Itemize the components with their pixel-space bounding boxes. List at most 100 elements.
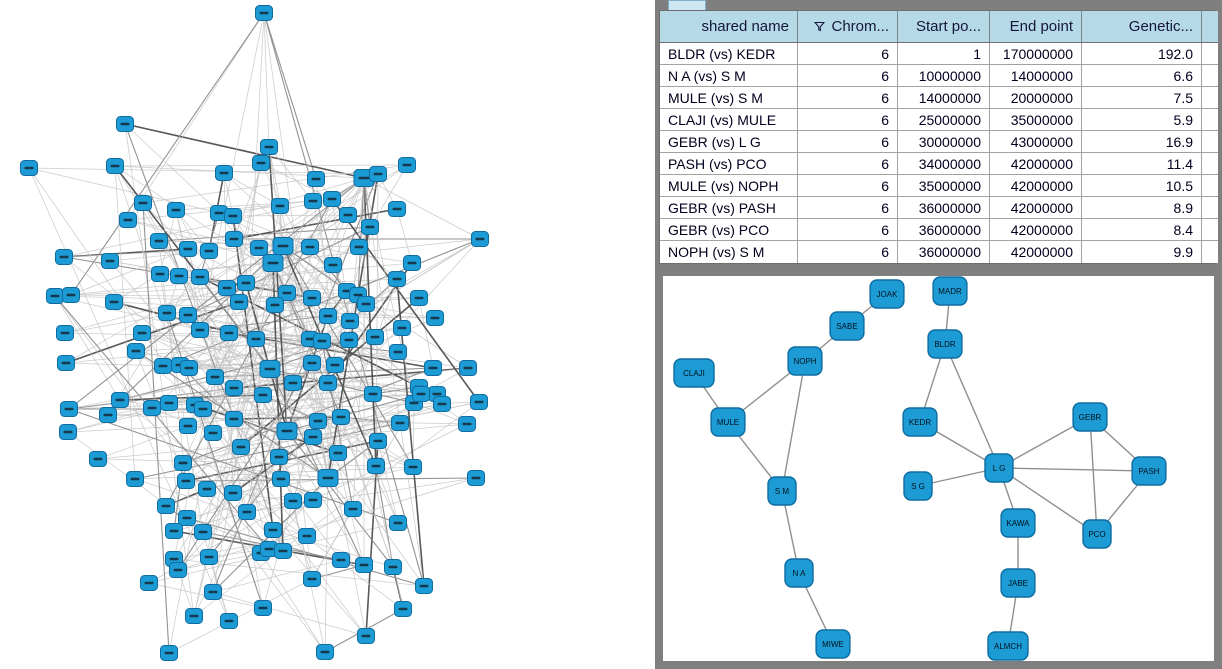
table-cell: 16.9 [1082, 131, 1202, 153]
node-label: SABE [836, 322, 857, 331]
network-node[interactable]: MIWE [815, 629, 851, 659]
node-label-smudge [229, 237, 239, 241]
table-row[interactable]: NOPH (vs) S M 6 36000000 42000000 9.9 [660, 241, 1218, 263]
node-label-smudge [307, 577, 317, 581]
node-label-smudge [282, 291, 292, 295]
network-edge [168, 578, 313, 654]
node-label-smudge [208, 590, 218, 594]
node-label-smudge [348, 507, 358, 511]
node-label-smudge [174, 274, 184, 278]
node-label-smudge [264, 145, 274, 149]
node-label-smudge [130, 477, 140, 481]
node-label-smudge [414, 296, 424, 300]
table-row[interactable]: GEBR (vs) PCO 6 36000000 42000000 8.4 [660, 219, 1218, 241]
table-cell: 36000000 [898, 219, 990, 241]
table-cell: 6 [798, 153, 898, 175]
network-edge[interactable] [998, 467, 1150, 472]
table-row[interactable]: CLAJI (vs) MULE 6 25000000 35000000 5.9 [660, 109, 1218, 131]
network-node[interactable]: N A [784, 558, 814, 588]
network-node[interactable]: JABE [1000, 568, 1036, 598]
network-node[interactable]: NOPH [787, 346, 823, 376]
network-node[interactable]: MULE [710, 407, 746, 437]
column-header-sharedname[interactable]: shared name [660, 11, 798, 43]
network-edge [331, 198, 480, 403]
table-cell: 10000000 [898, 65, 990, 87]
table-row[interactable]: GEBR (vs) PASH 6 36000000 42000000 8.9 [660, 197, 1218, 219]
table-cell-spacer [1202, 131, 1218, 153]
node-label-smudge [24, 166, 34, 170]
network-edge [240, 368, 271, 448]
network-node[interactable]: JOAK [869, 279, 905, 309]
network-node[interactable]: ALMCH [987, 631, 1029, 661]
network-edge [199, 315, 329, 331]
network-node[interactable]: S G [903, 471, 933, 501]
table-row[interactable]: N A (vs) S M 6 10000000 14000000 6.6 [660, 65, 1218, 87]
column-header-chrom[interactable]: Chrom... [798, 11, 898, 43]
network-edge [223, 172, 281, 207]
node-label-smudge [60, 331, 70, 335]
node-label-smudge [224, 619, 234, 623]
node-label-smudge [264, 547, 274, 551]
network-edge[interactable] [1089, 416, 1098, 535]
network-node[interactable]: PASH [1131, 456, 1167, 486]
node-label-smudge [161, 504, 171, 508]
node-label-smudge [164, 401, 174, 405]
node-label-smudge [313, 419, 323, 423]
node-label-smudge [115, 398, 125, 402]
node-label-smudge [195, 328, 205, 332]
table-cell: MULE (vs) NOPH [660, 175, 798, 197]
network-node[interactable]: SABE [829, 311, 865, 341]
table-row[interactable]: GEBR (vs) L G 6 30000000 43000000 16.9 [660, 131, 1218, 153]
network-edge [311, 402, 415, 580]
network-node[interactable]: PCO [1082, 519, 1112, 549]
network-edge [263, 12, 329, 479]
network-edge[interactable] [944, 343, 1000, 469]
node-label-smudge [388, 565, 398, 569]
node-label-smudge [428, 366, 438, 370]
network-edge [127, 12, 265, 221]
table-row[interactable]: MULE (vs) NOPH 6 35000000 42000000 10.5 [660, 175, 1218, 197]
network-node[interactable]: BLDR [927, 329, 963, 359]
network-node[interactable]: GEBR [1072, 402, 1108, 432]
overview-network-canvas[interactable] [0, 0, 655, 669]
node-label-smudge [183, 313, 193, 317]
column-header-endpoint[interactable]: End point [990, 11, 1082, 43]
network-edge [188, 177, 365, 369]
node-label-smudge [371, 464, 381, 468]
network-edge[interactable] [998, 467, 1098, 535]
table-row[interactable]: BLDR (vs) KEDR 6 1 170000000 192.0 [660, 43, 1218, 65]
network-edge [182, 462, 329, 479]
node-label-smudge [210, 375, 220, 379]
network-edge [232, 214, 349, 217]
detail-edges [693, 290, 1150, 647]
node-label-smudge [330, 363, 340, 367]
table-body: BLDR (vs) KEDR 6 1 170000000 192.0 N A (vs) S… [660, 43, 1218, 263]
network-edge[interactable] [781, 360, 806, 492]
table-cell: 42000000 [990, 153, 1082, 175]
filter-icon[interactable] [814, 21, 826, 32]
network-node[interactable]: CLAJI [673, 358, 715, 388]
table-row[interactable]: PASH (vs) PCO 6 34000000 42000000 11.4 [660, 153, 1218, 175]
network-edge [263, 12, 425, 587]
network-edge [194, 404, 367, 637]
network-node[interactable]: MADR [932, 276, 968, 306]
network-node[interactable]: KAWA [1000, 508, 1036, 538]
detail-network-canvas[interactable]: JOAK MADR SABE BLDR NOPH CLAJI MULE KEDR GEBR L G… [663, 276, 1214, 661]
network-edge [212, 376, 216, 434]
table-cell: 35000000 [898, 175, 990, 197]
column-header-startpo[interactable]: Start po... [898, 11, 990, 43]
table-cell: 35000000 [990, 109, 1082, 131]
node-label-smudge [198, 407, 208, 411]
network-edge [263, 12, 317, 180]
table-row[interactable]: MULE (vs) S M 6 14000000 20000000 7.5 [660, 87, 1218, 109]
node-label-smudge [228, 491, 238, 495]
network-node[interactable]: S M [767, 476, 797, 506]
node-label-smudge [222, 286, 232, 290]
network-edge [177, 238, 481, 571]
network-edge [233, 208, 398, 240]
table-panel-tab[interactable] [668, 0, 706, 10]
column-header-genetic[interactable]: Genetic... [1082, 11, 1202, 43]
network-node[interactable]: KEDR [902, 407, 938, 437]
table-cell: 10.5 [1082, 175, 1202, 197]
network-node[interactable]: L G [984, 453, 1014, 483]
